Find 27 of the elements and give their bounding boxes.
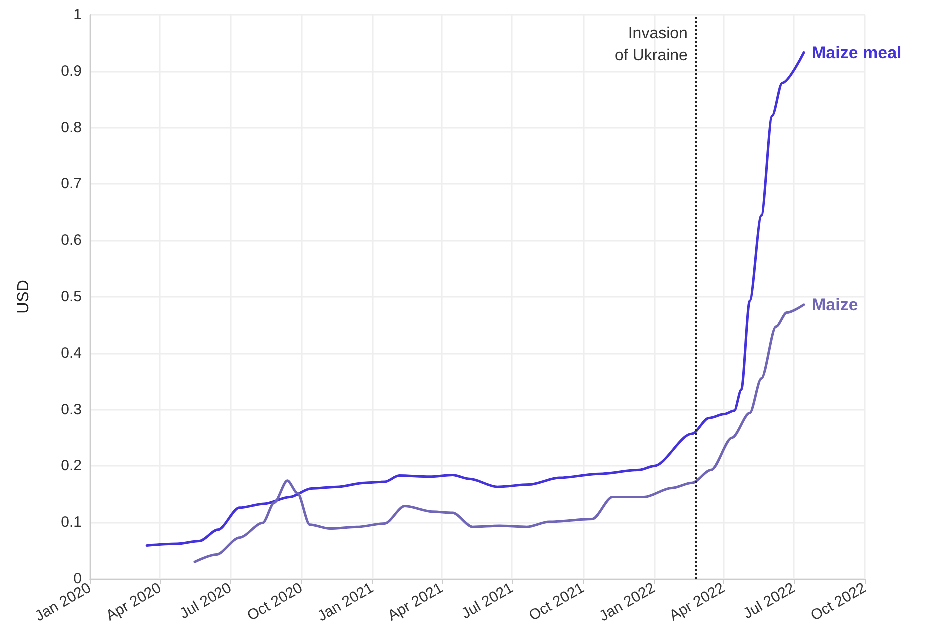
y-tick-label: 0.8 — [61, 119, 82, 136]
y-tick-label: 0.7 — [61, 176, 82, 193]
x-tick-label: Apr 2022 — [666, 580, 728, 625]
x-tick-label: Oct 2022 — [808, 580, 870, 625]
x-tick-label: Jan 2022 — [596, 580, 659, 626]
y-tick-label: 0.5 — [61, 288, 82, 306]
x-tick-label: Jul 2020 — [177, 580, 235, 623]
x-tick-label: Jan 2021 — [314, 580, 377, 626]
ref-line-label: Invasion of Ukraine — [615, 26, 688, 64]
x-tick-label: Jul 2021 — [458, 580, 516, 623]
series-label: Maize meal — [812, 43, 902, 62]
x-tick-label: Jul 2022 — [740, 580, 798, 623]
x-tick-label: Oct 2021 — [526, 580, 588, 625]
y-axis-title: USD — [16, 280, 32, 314]
y-tick-label: 0 — [74, 570, 82, 588]
x-tick-label: Apr 2020 — [103, 580, 164, 625]
y-tick-label: 0.3 — [61, 401, 82, 418]
series-label: Maize — [812, 295, 858, 314]
y-tick-label: 0.6 — [61, 232, 82, 250]
y-tick-label: 0.9 — [61, 62, 82, 80]
y-tick-label: 1 — [74, 6, 82, 24]
y-tick-label: 0.1 — [61, 514, 82, 532]
line-series — [194, 304, 806, 564]
y-tick-label: 0.4 — [61, 344, 82, 362]
y-tick-label: 0.2 — [61, 458, 82, 475]
x-tick-label: Oct 2020 — [244, 580, 306, 625]
x-tick-label: Apr 2021 — [385, 580, 446, 625]
